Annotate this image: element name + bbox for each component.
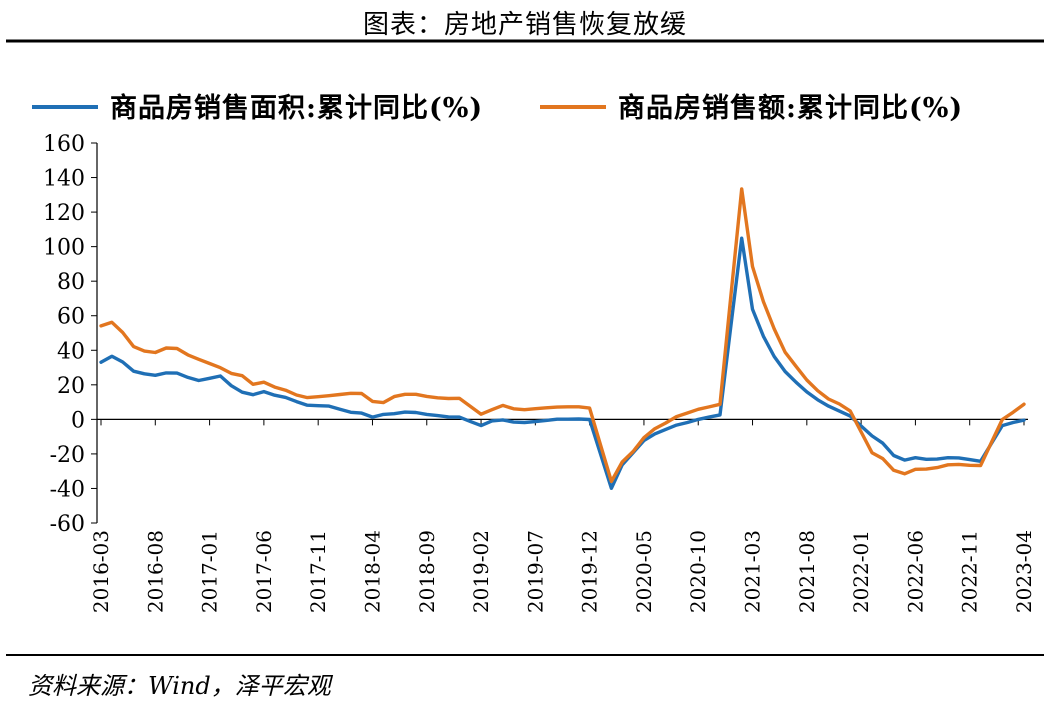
x-tick-label: 2021-03	[741, 530, 765, 613]
y-tick-label: 80	[57, 270, 85, 295]
legend-label-1: 商品房销售面积:累计同比(%)	[110, 92, 483, 124]
x-tick-label: 2017-06	[252, 530, 276, 613]
x-tick-label: 2016-08	[143, 530, 167, 613]
legend-label-2: 商品房销售额:累计同比(%)	[618, 92, 963, 124]
y-tick-label: -20	[50, 443, 85, 468]
x-tick-label: 2016-03	[89, 530, 113, 613]
x-tick-label: 2019-02	[469, 530, 493, 613]
x-tick-label: 2022-06	[903, 530, 927, 613]
x-tick-label: 2020-10	[686, 530, 710, 613]
y-tick-label: 100	[43, 236, 85, 261]
x-tick-label: 2017-01	[198, 530, 222, 613]
y-tick-label: 120	[43, 201, 85, 226]
x-tick-label: 2022-01	[849, 530, 873, 613]
chart-title: 图表：房地产销售恢复放缓	[362, 10, 687, 40]
x-tick-label: 2020-05	[632, 530, 656, 613]
y-tick-label: -40	[50, 477, 85, 502]
x-tick-label: 2019-07	[523, 530, 547, 613]
x-tick-label: 2019-12	[578, 530, 602, 613]
series-line-2	[99, 187, 1026, 484]
x-tick-label: 2017-11	[306, 530, 330, 613]
x-tick-label: 2023-04	[1012, 530, 1036, 613]
x-tick-label: 2021-08	[795, 530, 819, 613]
x-tick-label: 2022-11	[958, 530, 982, 613]
series-line-1	[99, 236, 1026, 490]
y-tick-label: 160	[43, 132, 85, 157]
y-tick-label: 20	[57, 374, 85, 399]
source-note: 资料来源：Wind，泽平宏观	[28, 672, 331, 700]
y-tick-label: -60	[50, 512, 85, 537]
x-tick-label: 2018-09	[415, 530, 439, 613]
plot-area	[99, 187, 1026, 490]
x-tick-label: 2018-04	[360, 530, 384, 613]
y-tick-label: 0	[71, 408, 85, 433]
y-tick-label: 140	[43, 167, 85, 192]
axes: -60 -40 -20 0 20 40 60 80 100 120 140 160 2016-03 201…	[43, 132, 1036, 613]
legend: 商品房销售面积:累计同比(%) 商品房销售额:累计同比(%)	[32, 92, 963, 124]
y-tick-label: 40	[57, 339, 85, 364]
y-tick-label: 60	[57, 305, 85, 330]
